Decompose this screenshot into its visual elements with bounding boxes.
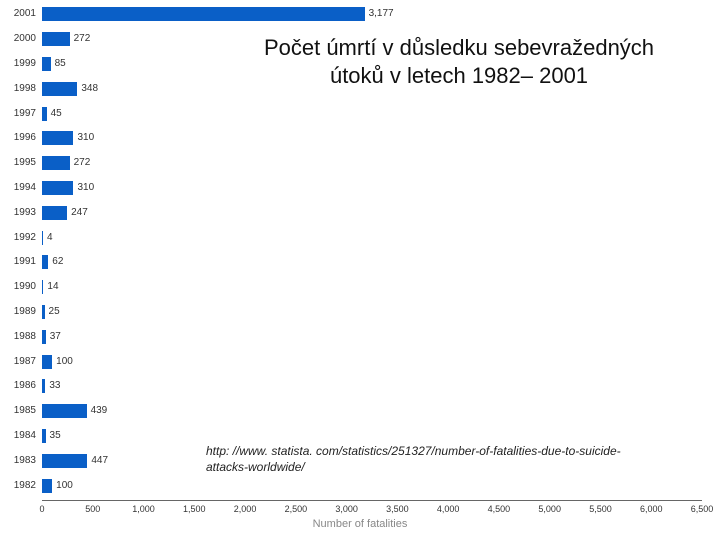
bar (42, 479, 52, 493)
x-axis-tick: 3,500 (377, 504, 417, 514)
bar (42, 7, 365, 21)
bar-value-label: 4 (43, 231, 53, 245)
y-axis-label: 2000 (0, 33, 36, 44)
bar (42, 206, 67, 220)
bar-value-label: 62 (48, 255, 63, 269)
x-axis-tick: 2,000 (225, 504, 265, 514)
x-axis-tick: 0 (22, 504, 62, 514)
y-axis-label: 1998 (0, 83, 36, 94)
stage: 2001 2000 1999 1998 1997 1996 1995 1994 1993 1992… (0, 0, 720, 540)
x-axis-baseline (42, 500, 702, 501)
y-axis-label: 1996 (0, 132, 36, 143)
bar (42, 131, 73, 145)
y-axis-label: 1992 (0, 232, 36, 243)
title-overlay: Počet úmrtí v důsledku sebevražedných út… (200, 28, 718, 95)
bar (42, 57, 51, 71)
y-axis-label: 1994 (0, 182, 36, 193)
bar-value-label: 3,177 (365, 7, 394, 21)
bar (42, 181, 73, 195)
bar-value-label: 25 (45, 305, 60, 319)
bar-value-label: 310 (73, 181, 94, 195)
bar-value-label: 35 (46, 429, 61, 443)
bar-value-label: 247 (67, 206, 88, 220)
bar-value-label: 100 (52, 479, 73, 493)
bar (42, 355, 52, 369)
x-axis-tick: 1,500 (174, 504, 214, 514)
x-axis-tick: 4,500 (479, 504, 519, 514)
bar-value-label: 14 (43, 280, 58, 294)
bar-value-label: 272 (70, 156, 91, 170)
x-axis-tick: 500 (73, 504, 113, 514)
bar (42, 404, 87, 418)
bar-value-label: 447 (87, 454, 108, 468)
bar (42, 82, 77, 96)
y-axis-label: 1984 (0, 430, 36, 441)
bar-value-label: 37 (46, 330, 61, 344)
x-axis-tick: 3,000 (327, 504, 367, 514)
y-axis-label: 1993 (0, 207, 36, 218)
x-axis-tick: 2,500 (276, 504, 316, 514)
x-axis-tick: 5,000 (530, 504, 570, 514)
y-axis-label: 1989 (0, 306, 36, 317)
x-axis-tick: 6,500 (682, 504, 720, 514)
y-axis-label: 1995 (0, 157, 36, 168)
title-line-2: útoků v letech 1982– 2001 (208, 62, 710, 90)
y-axis-label: 1986 (0, 380, 36, 391)
bar (42, 156, 70, 170)
y-axis-label: 1999 (0, 58, 36, 69)
x-axis-tick: 1,000 (124, 504, 164, 514)
bar (42, 32, 70, 46)
citation-line-1: http: //www. statista. com/statistics/25… (206, 444, 664, 460)
x-axis-title: Number of fatalities (0, 518, 720, 530)
x-axis-tick: 4,000 (428, 504, 468, 514)
y-axis-label: 1983 (0, 455, 36, 466)
x-axis-tick: 5,500 (580, 504, 620, 514)
y-axis-label: 1991 (0, 256, 36, 267)
y-axis-label: 1990 (0, 281, 36, 292)
bar-value-label: 45 (47, 107, 62, 121)
bar-value-label: 272 (70, 32, 91, 46)
bar-value-label: 33 (45, 379, 60, 393)
y-axis-label: 1982 (0, 480, 36, 491)
bar-value-label: 310 (73, 131, 94, 145)
y-axis-label: 2001 (0, 8, 36, 19)
bar-value-label: 348 (77, 82, 98, 96)
title-line-1: Počet úmrtí v důsledku sebevražedných (208, 34, 710, 62)
bar (42, 454, 87, 468)
x-axis-tick: 6,000 (631, 504, 671, 514)
y-axis-label: 1987 (0, 356, 36, 367)
y-axis-label: 1988 (0, 331, 36, 342)
y-axis-label: 1997 (0, 108, 36, 119)
bar-value-label: 439 (87, 404, 108, 418)
bar-value-label: 85 (51, 57, 66, 71)
citation-overlay: http: //www. statista. com/statistics/25… (200, 440, 670, 479)
bar-value-label: 100 (52, 355, 73, 369)
citation-line-2: attacks-worldwide/ (206, 460, 664, 476)
y-axis-label: 1985 (0, 405, 36, 416)
